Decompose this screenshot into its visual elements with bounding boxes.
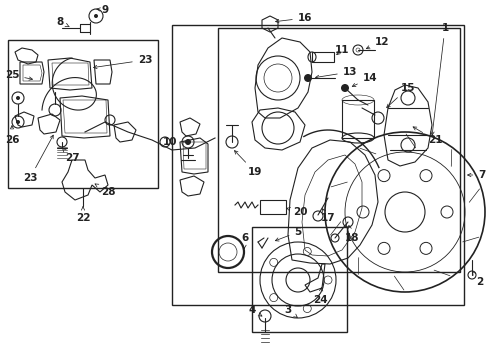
Bar [172, 25, 464, 305]
Text: 25: 25 [5, 70, 32, 80]
Text: 14: 14 [352, 73, 377, 86]
Bar [8, 40, 158, 188]
Text: 22: 22 [76, 207, 90, 223]
Text: 13: 13 [316, 67, 357, 78]
Bar [252, 227, 347, 332]
Text: 8: 8 [56, 17, 69, 27]
Text: 20: 20 [287, 207, 307, 217]
Text: 3: 3 [284, 305, 297, 318]
Text: 24: 24 [313, 288, 327, 305]
Text: 4: 4 [248, 305, 262, 316]
Text: 19: 19 [235, 150, 262, 177]
Circle shape [16, 96, 20, 100]
Text: 1: 1 [431, 23, 449, 135]
Bar [260, 200, 286, 214]
Circle shape [304, 74, 312, 82]
Text: 5: 5 [275, 227, 302, 241]
Bar [218, 28, 460, 272]
Text: 16: 16 [275, 13, 312, 23]
Text: 10: 10 [163, 137, 191, 147]
Circle shape [341, 84, 349, 92]
Text: 11: 11 [335, 45, 349, 55]
Text: 9: 9 [97, 5, 109, 15]
Text: 23: 23 [23, 135, 53, 183]
Bar [342, 100, 374, 138]
Circle shape [94, 14, 98, 18]
Text: 6: 6 [242, 233, 248, 249]
Text: 27: 27 [62, 148, 79, 163]
Bar [312, 52, 334, 62]
Text: 12: 12 [367, 37, 389, 49]
Text: 23: 23 [94, 55, 152, 69]
Text: 21: 21 [413, 127, 442, 145]
Circle shape [185, 139, 191, 145]
Text: 15: 15 [387, 83, 415, 108]
Text: 18: 18 [345, 225, 359, 243]
Text: 28: 28 [95, 184, 115, 197]
Circle shape [16, 120, 20, 124]
Text: 17: 17 [320, 209, 335, 223]
Text: 26: 26 [5, 126, 19, 145]
Text: 7: 7 [467, 170, 486, 180]
Text: 2: 2 [472, 272, 484, 287]
